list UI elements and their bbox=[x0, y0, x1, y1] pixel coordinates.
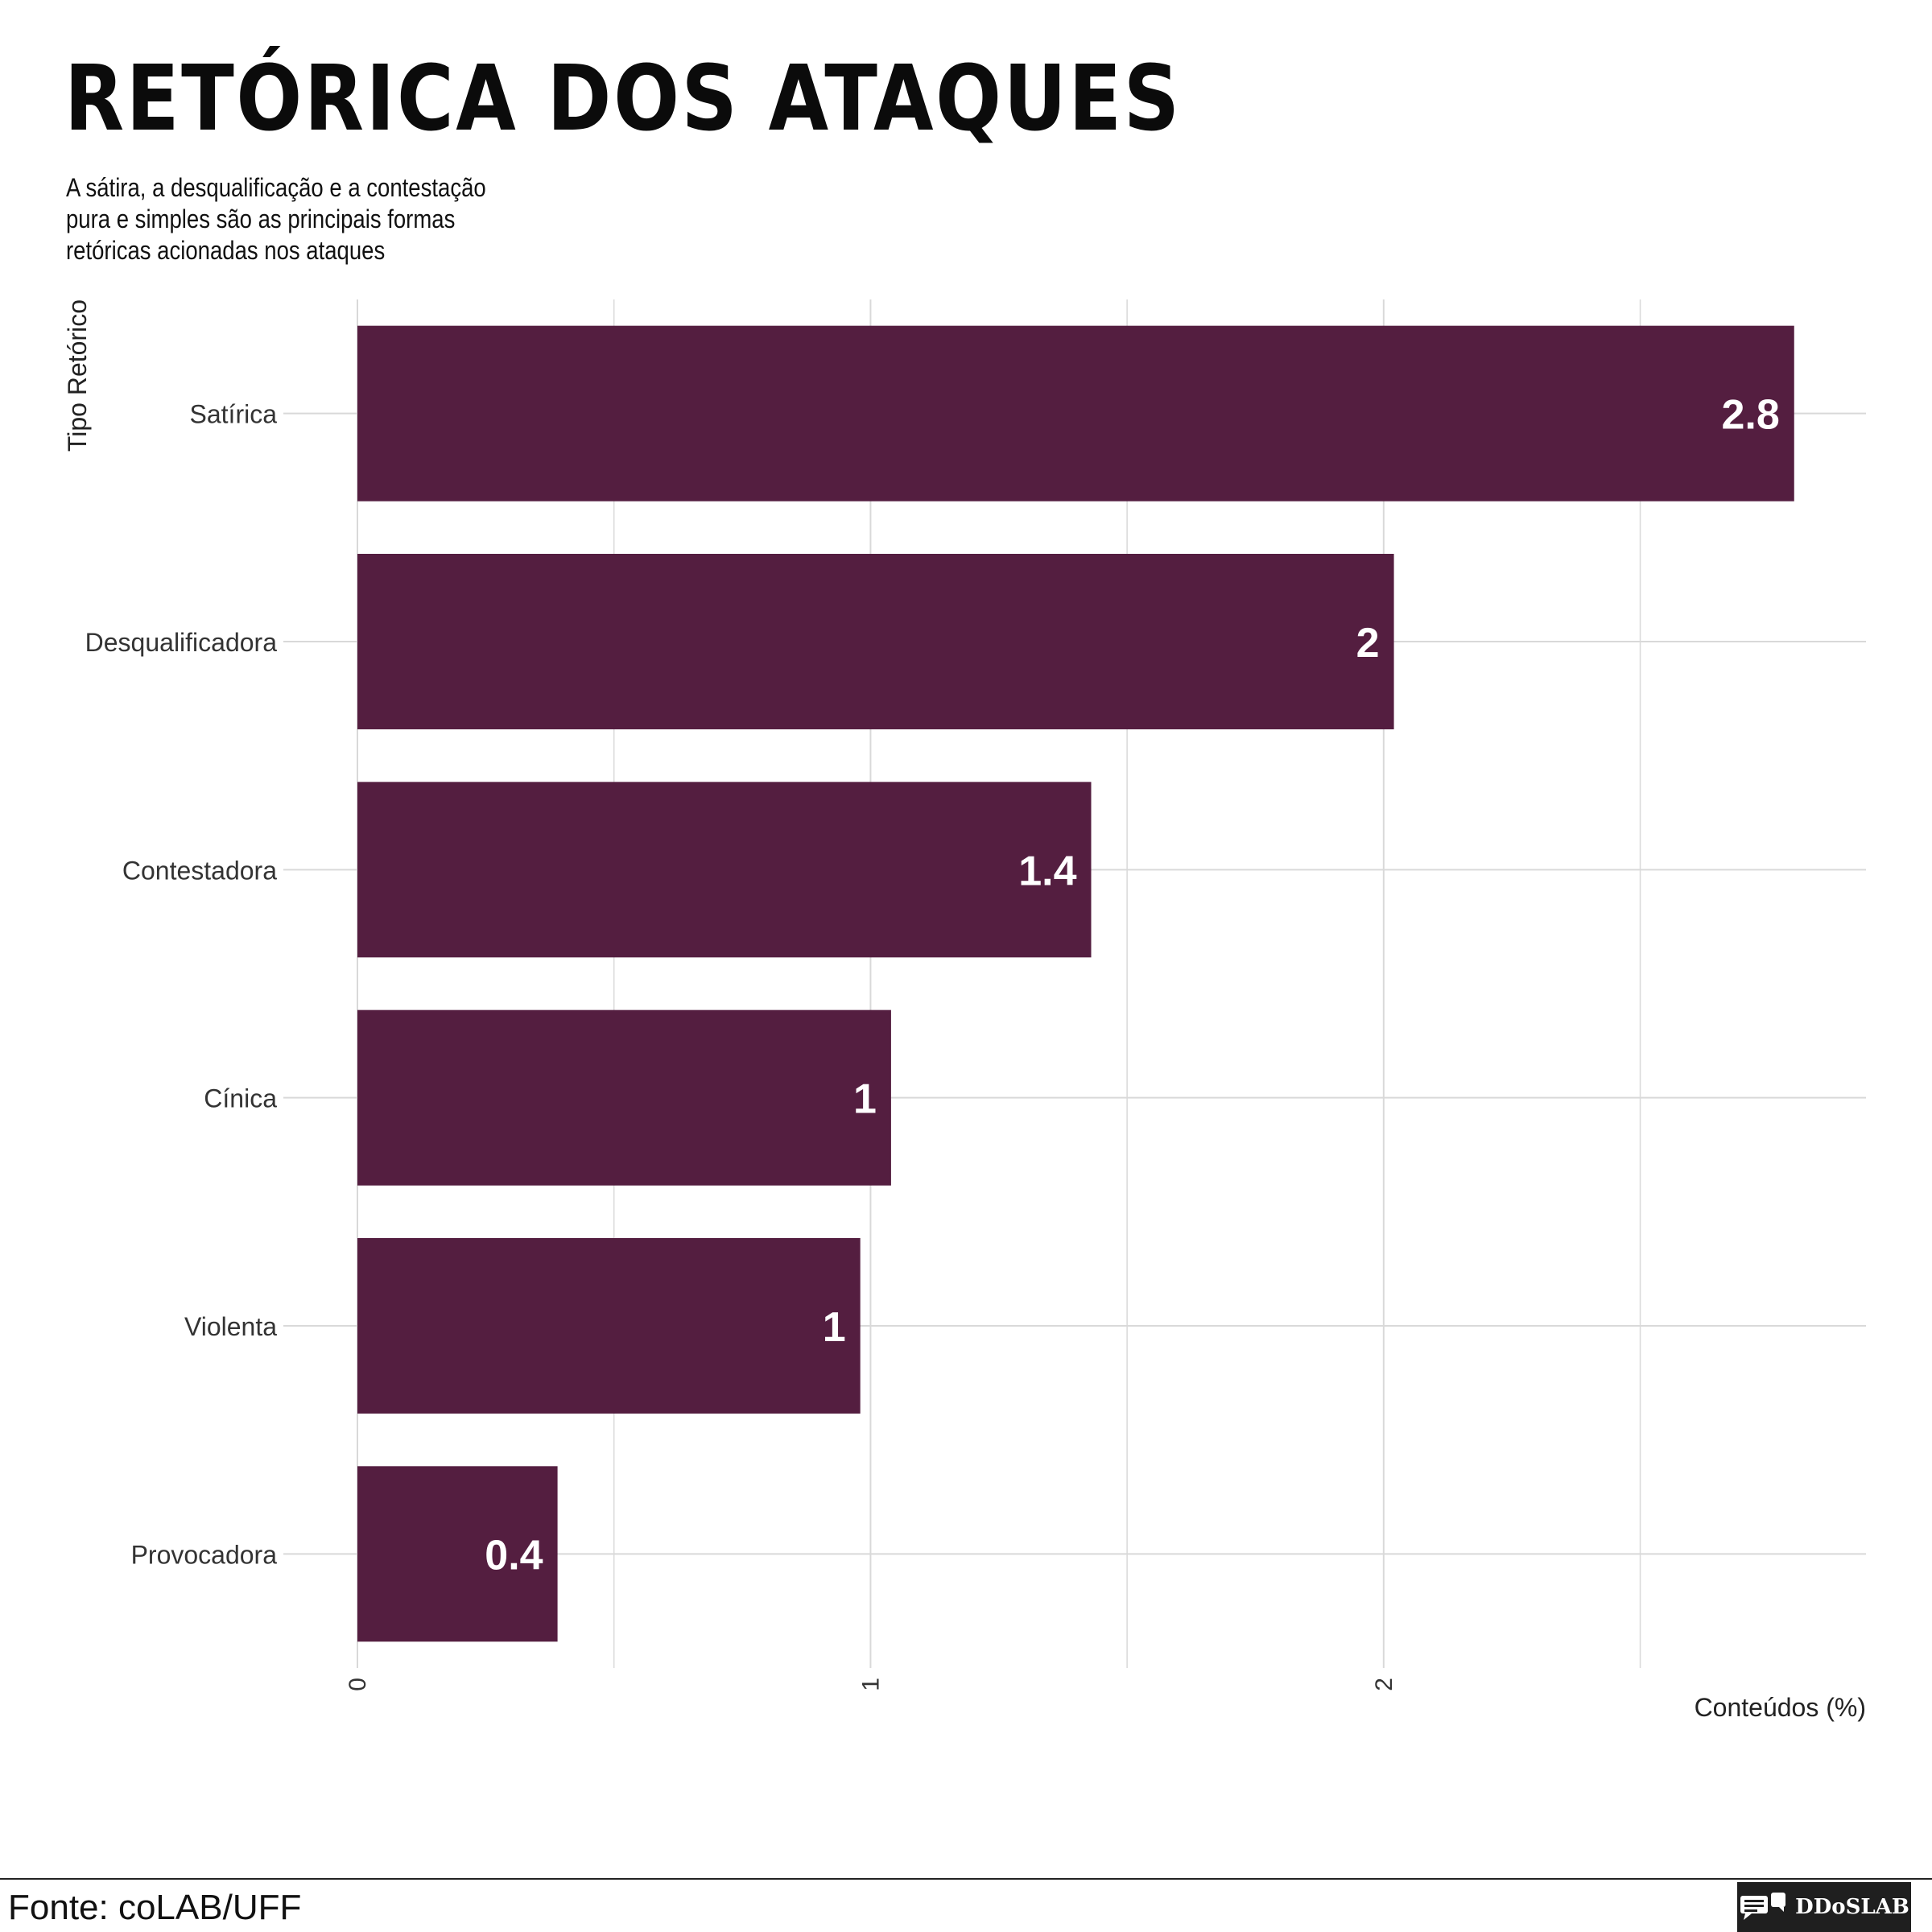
y-axis-title: Tipo Retórico bbox=[63, 299, 92, 452]
grid-lines bbox=[283, 299, 1866, 1668]
bar bbox=[357, 325, 1794, 502]
bar bbox=[357, 782, 1092, 958]
chart-title: RETÓRICA DOS ATAQUES bbox=[64, 47, 1182, 151]
y-tick-label: Contestadora bbox=[122, 856, 277, 885]
y-axis-labels: Satírica Desqualificadora Contestadora Cíni… bbox=[85, 400, 278, 1570]
bar-value-label: 1.4 bbox=[1018, 848, 1076, 894]
bars: 2.8 2 1.4 1 1 0.4 bbox=[357, 325, 1794, 1642]
ddoslab-logo: DDoSLAB bbox=[1737, 1882, 1911, 1932]
bar bbox=[357, 554, 1394, 729]
chat-bubbles-icon bbox=[1739, 1891, 1787, 1923]
bar-value-label: 0.4 bbox=[485, 1532, 543, 1579]
bar-value-label: 2 bbox=[1356, 620, 1380, 667]
bar-value-label: 1 bbox=[823, 1304, 846, 1351]
logo-text: DDoSLAB bbox=[1795, 1895, 1909, 1919]
x-tick-label: 0 bbox=[345, 1678, 371, 1691]
footer-divider bbox=[0, 1878, 1932, 1880]
bar-value-label: 1 bbox=[853, 1076, 877, 1123]
x-tick-label: 1 bbox=[857, 1678, 884, 1691]
y-tick-label: Cínica bbox=[204, 1084, 277, 1113]
chart-subtitle: A sátira, a desqualificação e a contesta… bbox=[66, 173, 486, 265]
y-tick-label: Violenta bbox=[184, 1312, 277, 1341]
bar bbox=[357, 1238, 861, 1414]
x-tick-label: 2 bbox=[1371, 1678, 1397, 1691]
source-note: Fonte: coLAB/UFF bbox=[8, 1888, 302, 1927]
bar-value-label: 2.8 bbox=[1721, 392, 1779, 439]
x-axis-title: Conteúdos (%) bbox=[1695, 1693, 1866, 1722]
y-tick-label: Satírica bbox=[190, 400, 278, 429]
bar bbox=[357, 1009, 891, 1186]
bar-chart: 2.8 2 1.4 1 1 0.4 Satírica Desqualificadora Con… bbox=[63, 299, 1866, 1722]
y-tick-label: Desqualificadora bbox=[85, 628, 278, 657]
bar bbox=[357, 1466, 558, 1642]
x-axis-ticks: 0 1 2 bbox=[345, 1678, 1397, 1691]
y-tick-label: Provocadora bbox=[131, 1540, 278, 1569]
